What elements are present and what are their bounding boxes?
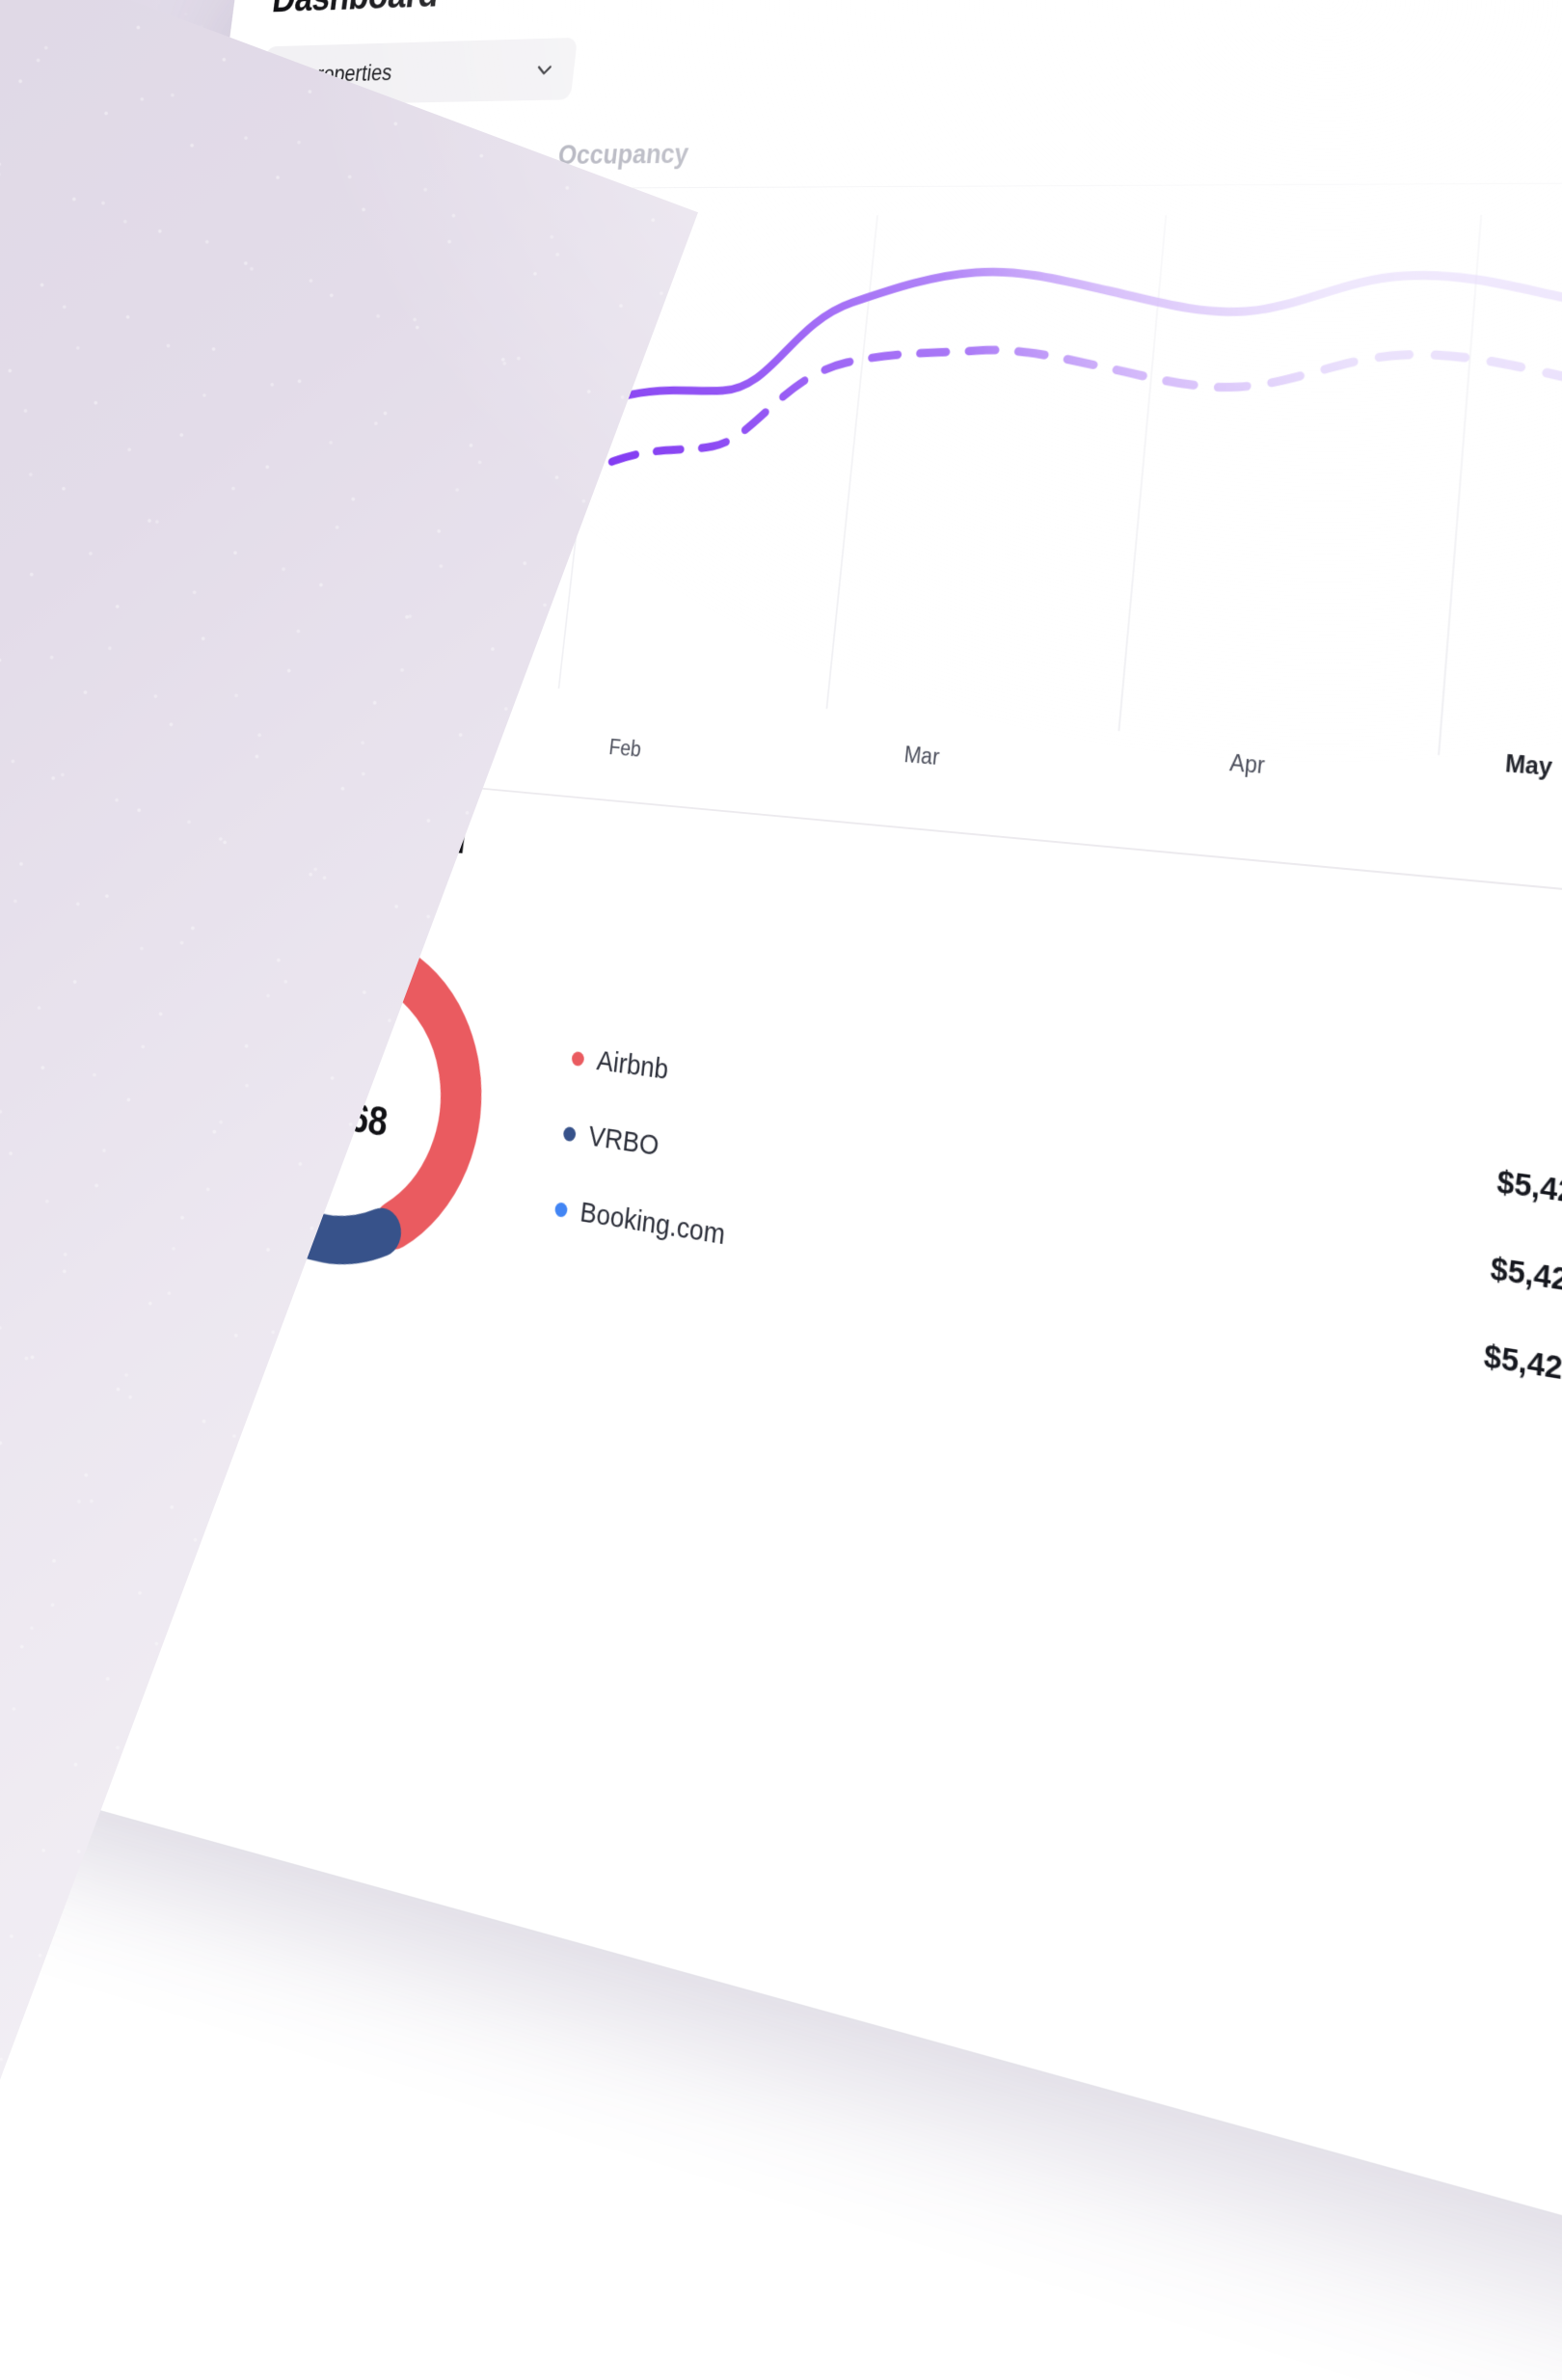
property-selector-dropdown[interactable]: All properties: [258, 37, 579, 106]
legend-right-airbnb: $5,425 45%: [1495, 1165, 1562, 1228]
x-tick-label-feb: Feb: [607, 734, 643, 762]
legend-row-airbnb[interactable]: Airbnb $5,425 45%: [570, 1041, 1562, 1228]
line-chart-svg: [273, 215, 1562, 780]
donut-slice-airbnb[interactable]: [324, 956, 476, 1233]
vertical-gridlines: [312, 215, 1562, 779]
legend-right-booking: $5,425 45%: [1483, 1339, 1562, 1407]
legend-left-airbnb: Airbnb: [570, 1041, 670, 1087]
tab-price-and-adr[interactable]: Price & ADR: [248, 132, 390, 190]
chevron-down-icon: [533, 58, 555, 80]
perspective-scene: Dashboard All properties Airbnb Price &: [136, 0, 1562, 1390]
y-tick-label-0k: $0k: [234, 652, 264, 677]
dashboard-app-window: Dashboard All properties Airbnb Price &: [3, 0, 1562, 2263]
legend-row-booking[interactable]: Booking.com $5,425 45%: [553, 1192, 1562, 1407]
legend-label-booking: Booking.com: [579, 1196, 727, 1252]
line-chart-plot-area: [273, 215, 1562, 780]
tab-revenue[interactable]: Revenue: [419, 140, 520, 172]
x-tick-label-apr: Apr: [1228, 749, 1266, 779]
series-price-line: [341, 267, 1562, 479]
legend-dot-airbnb: [571, 1050, 585, 1067]
legend-amount-vrbo: $5,425: [1489, 1251, 1562, 1301]
x-tick-label-mar: Mar: [902, 742, 941, 771]
chart-tabs: Price & ADR Revenue Occupancy: [248, 111, 1562, 191]
legend-label-airbnb: Airbnb: [595, 1044, 670, 1086]
donut-slice-vrbo[interactable]: [214, 1117, 391, 1248]
legend-right-vrbo: $5,425 45%: [1489, 1251, 1562, 1316]
y-tick-label-100k: $100k: [273, 204, 321, 227]
legend-left-vrbo: VRBO: [562, 1117, 660, 1163]
header-controls-row: All properties Airbnb: [258, 1, 1562, 106]
y-tick-label-75k: $75k: [268, 314, 307, 338]
legend-dot-vrbo: [562, 1125, 577, 1142]
tab-occupancy[interactable]: Occupancy: [556, 138, 690, 171]
legend-amount-booking: $5,425: [1482, 1339, 1562, 1390]
legend-amount-airbnb: $5,425: [1495, 1164, 1562, 1213]
x-tick-label-may: May: [1504, 749, 1553, 781]
revenue-by-channel-panel: Revenue by Channel E: [93, 790, 1562, 1737]
y-tick-label-50k: $50k: [254, 426, 293, 450]
series-adr-line: [333, 335, 1562, 568]
legend-dot-booking: [553, 1201, 569, 1218]
revenue-channel-legend: Airbnb $5,425 45% VRBO: [553, 1036, 1562, 1415]
x-tick-label-jan: Jan: [338, 724, 369, 750]
donut-slice-booking[interactable]: [225, 943, 344, 1113]
y-tick-label-25k: $25k: [240, 538, 279, 563]
legend-label-vrbo: VRBO: [586, 1120, 660, 1163]
donut-and-legend-row: Total $1,168 Airbnb $5,425 45%: [113, 893, 1562, 1528]
donut-svg: [170, 900, 513, 1307]
revenue-donut-chart[interactable]: Total $1,168: [170, 900, 513, 1307]
legend-left-booking: Booking.com: [553, 1192, 727, 1252]
property-selector-value: All properties: [279, 60, 393, 88]
